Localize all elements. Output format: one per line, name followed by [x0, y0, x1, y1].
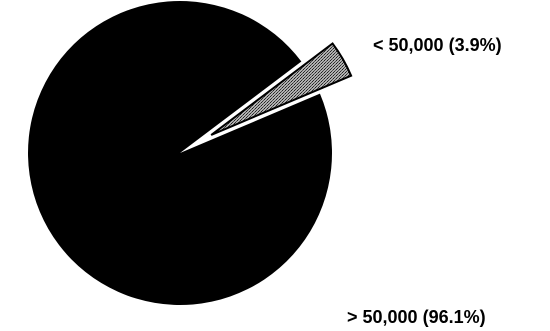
slice-label-small: < 50,000 (3.9%) [373, 35, 502, 55]
pie-slice-large [28, 1, 333, 306]
slice-label-large: > 50,000 (96.1%) [347, 307, 486, 327]
pie-slice-small [210, 42, 353, 136]
